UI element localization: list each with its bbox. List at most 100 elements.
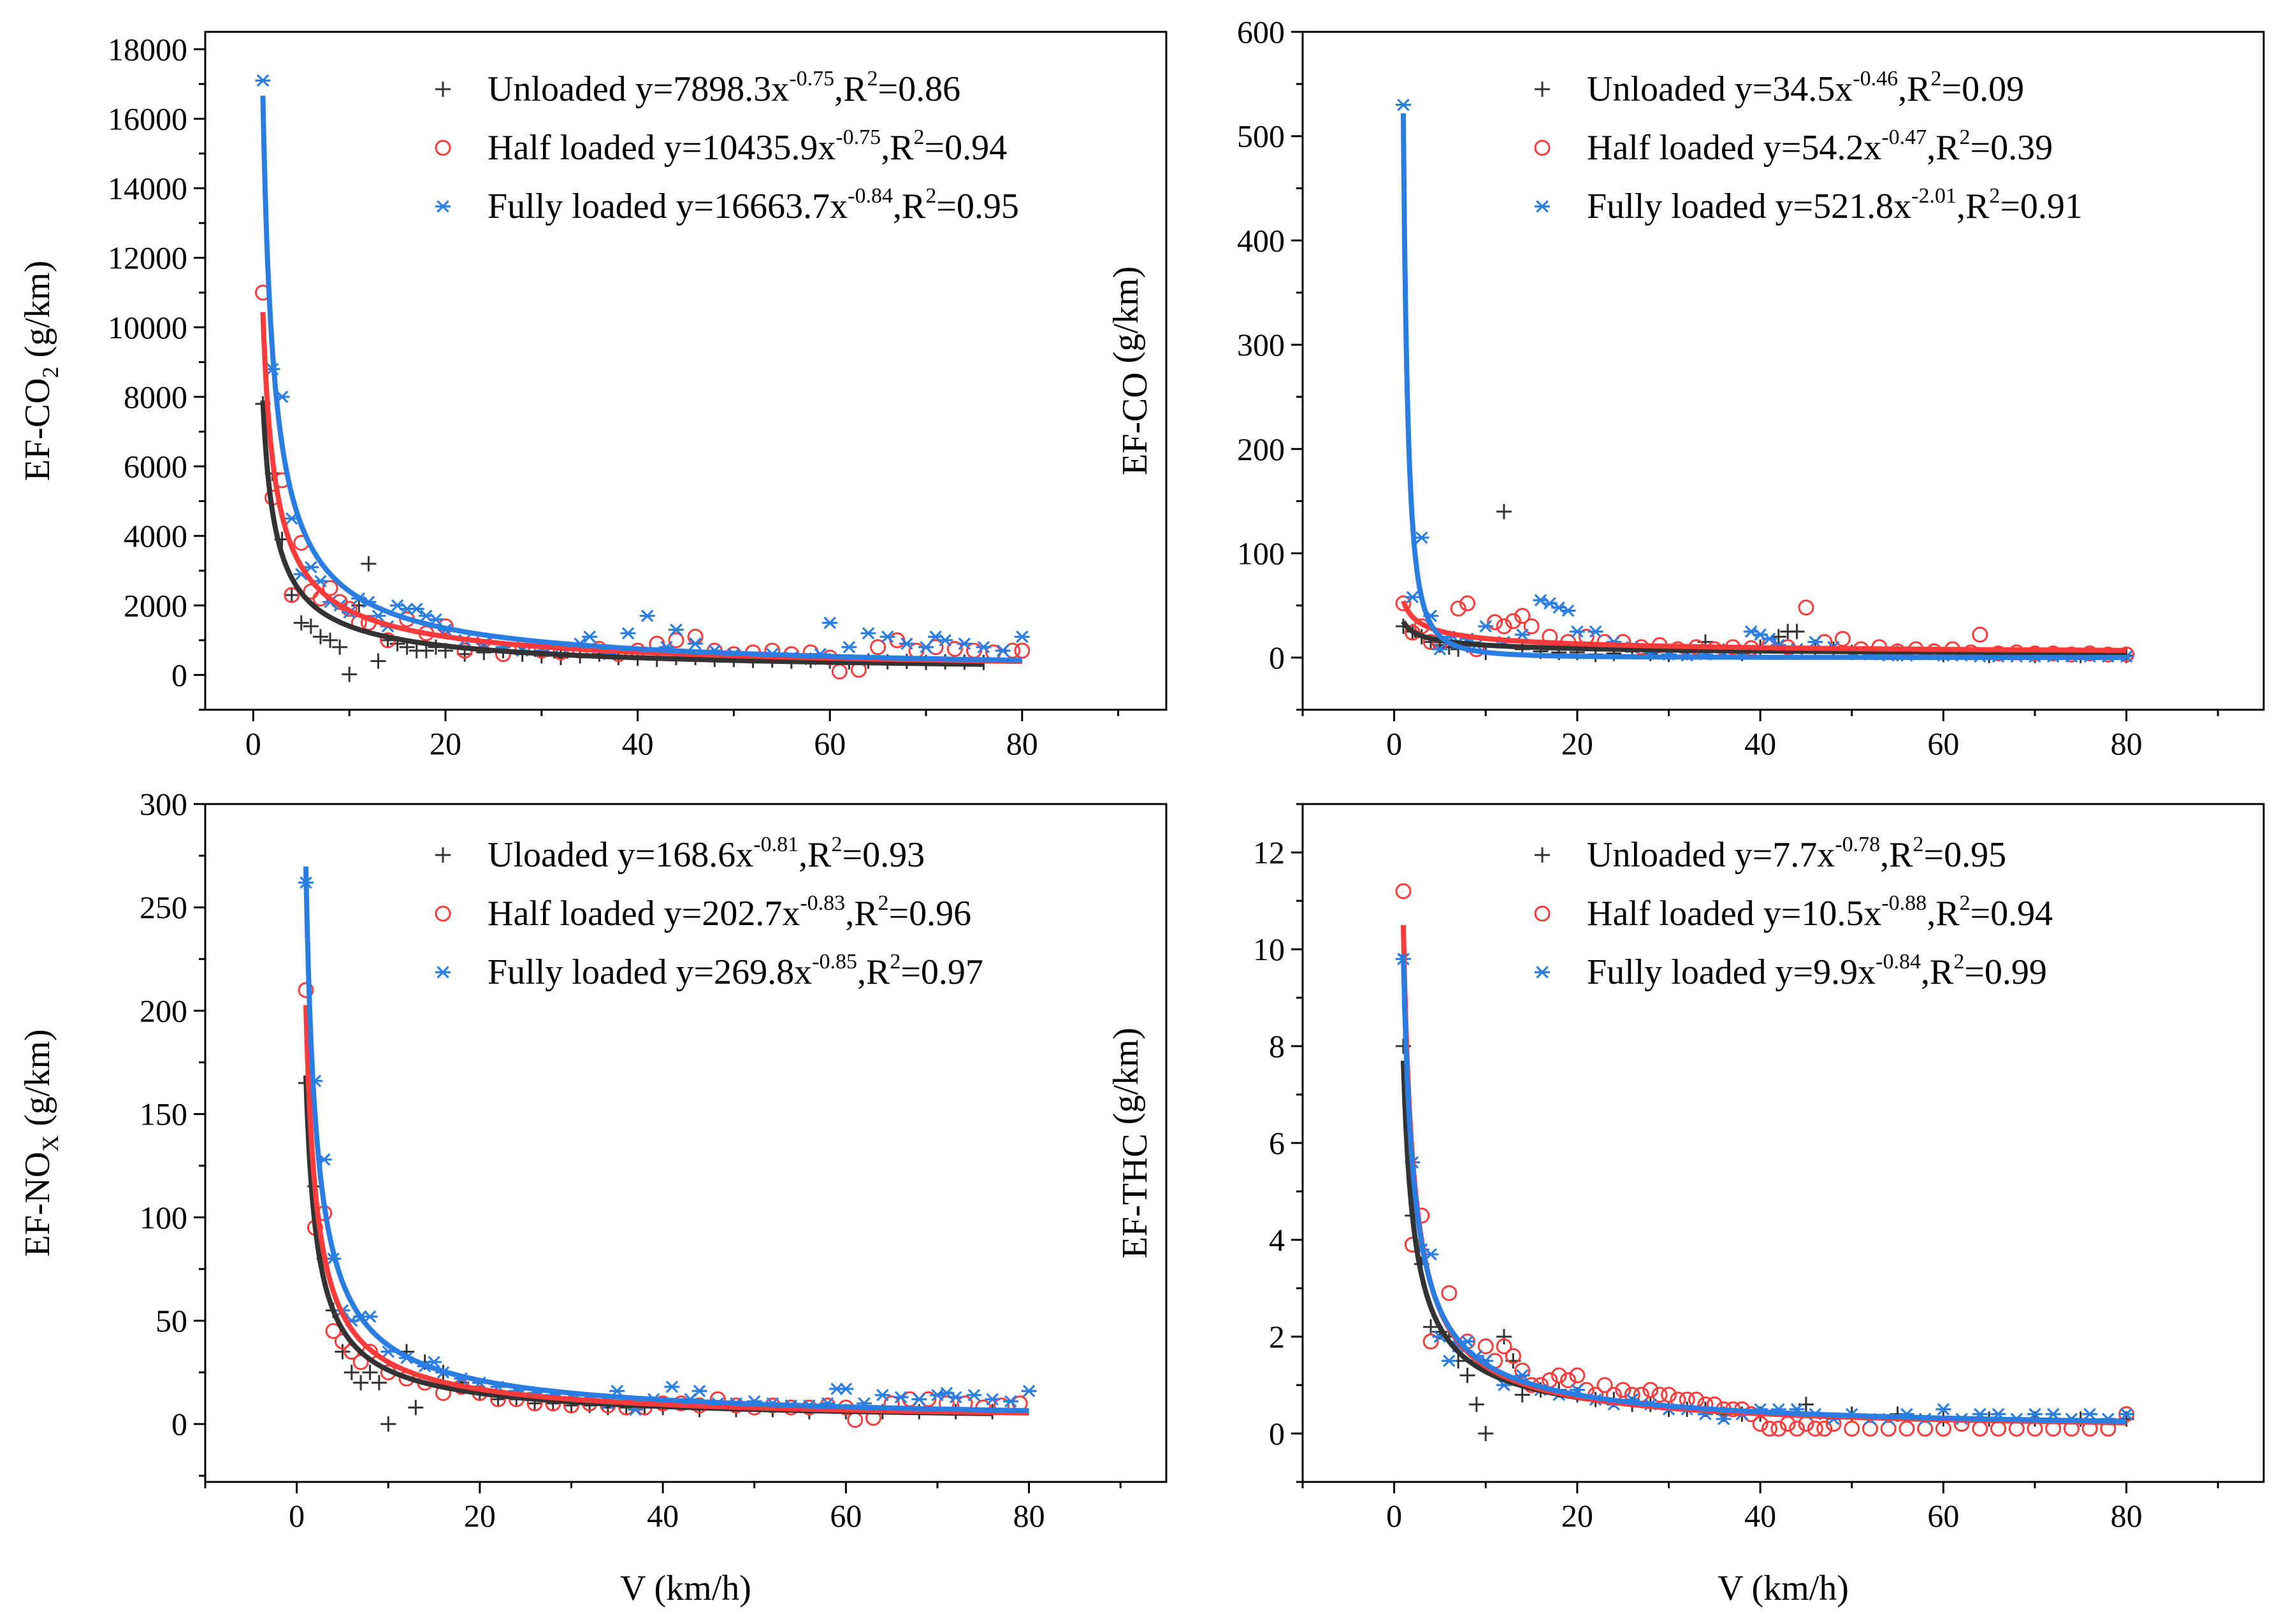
co2-unloaded-point bbox=[361, 556, 377, 571]
co2-legend-text-part: Fully loaded y=16663.7x bbox=[488, 187, 848, 226]
nox-ytick-label: 300 bbox=[140, 786, 187, 822]
thc-fully-point bbox=[2082, 1407, 2098, 1421]
co-xtick-label: 20 bbox=[1561, 726, 1593, 761]
thc-half-point bbox=[1551, 1367, 1567, 1384]
nox-legend-text-part: Uloaded y=168.6x bbox=[488, 835, 753, 875]
co-half-point bbox=[1505, 613, 1521, 629]
thc-half-point bbox=[1422, 1333, 1439, 1350]
nox-unloaded-point bbox=[362, 1365, 378, 1381]
thc-series-half bbox=[1395, 883, 2135, 1437]
co2-half-point bbox=[946, 641, 963, 658]
co-half-point bbox=[1798, 600, 1814, 616]
thc-half-point bbox=[1844, 1420, 1860, 1437]
co2-half-point bbox=[284, 587, 300, 603]
thc-legend-entry-half: Half loaded y=10.5x-0.88,R2=0.94 bbox=[1587, 891, 2053, 933]
thc-half-point bbox=[1596, 1377, 1613, 1393]
panel-co2-ylabel-sub: 2 bbox=[38, 366, 63, 378]
co-fit-curve-half bbox=[1401, 599, 2127, 653]
co2-unloaded-point bbox=[293, 615, 309, 631]
panel-thc-ylabel-main: EF-THC bbox=[1115, 1133, 1155, 1258]
nox-unloaded-point bbox=[353, 1375, 369, 1391]
co-legend-text-part: 2 bbox=[1960, 126, 1971, 149]
co2-unloaded-point bbox=[370, 653, 386, 669]
co-fully-point bbox=[1560, 604, 1576, 617]
nox-fit-curve-half bbox=[303, 1005, 1029, 1416]
nox-legend-text-part: 2 bbox=[878, 891, 889, 915]
co2-legend-text-part: Unloaded y=7898.3x bbox=[488, 69, 789, 109]
co-ytick-label: 400 bbox=[1237, 222, 1285, 258]
nox-ytick-label: 50 bbox=[156, 1303, 187, 1339]
thc-unloaded-point bbox=[1478, 1426, 1494, 1441]
co2-legend-marker-unloaded bbox=[435, 82, 451, 97]
co-half-point bbox=[1514, 608, 1531, 624]
thc-legend-text-part: Unloaded y=7.7x bbox=[1587, 835, 1835, 875]
co2-xtick-label: 0 bbox=[245, 726, 261, 761]
nox-unloaded-point bbox=[380, 1416, 396, 1432]
co2-legend-marker-half bbox=[435, 140, 451, 156]
panel-nox-xlabel: V (km/h) bbox=[620, 1569, 751, 1608]
co2-fit-curve-unloaded bbox=[260, 400, 984, 667]
co2-ytick-label: 18000 bbox=[108, 31, 187, 67]
nox-xtick-label: 80 bbox=[1013, 1498, 1045, 1534]
nox-legend-text-part: 2 bbox=[831, 833, 842, 856]
nox-fully-point bbox=[874, 1388, 890, 1402]
thc-fully-point bbox=[1935, 1403, 1951, 1416]
nox-fully-point bbox=[691, 1384, 707, 1398]
thc-legend-text-part: 2 bbox=[1960, 891, 1971, 915]
co2-fully-point bbox=[937, 634, 953, 647]
co2-legend-text-part: -0.84 bbox=[848, 184, 893, 208]
nox-fully-point bbox=[948, 1391, 964, 1404]
co-fully-point bbox=[1414, 531, 1429, 544]
thc-half-point bbox=[1770, 1420, 1787, 1437]
co2-fully-point bbox=[995, 644, 1011, 658]
panel-co-ylabel-main: EF-CO bbox=[1115, 372, 1155, 475]
nox-xtick-label: 0 bbox=[289, 1498, 305, 1534]
nox-fully-point bbox=[838, 1383, 854, 1395]
co2-half-point bbox=[322, 580, 338, 596]
nox-legend-text-part: -0.81 bbox=[753, 833, 799, 856]
co2-fully-point bbox=[957, 637, 973, 650]
co2-ytick-label: 14000 bbox=[108, 171, 187, 206]
thc-fit-curve-fully bbox=[1401, 954, 2127, 1424]
co-half-point bbox=[1834, 631, 1851, 647]
co-unloaded-point bbox=[1789, 624, 1805, 640]
co-legend-text-part: Fully loaded y=521.8x bbox=[1587, 187, 1911, 226]
panel-co2-ylabel-unit: (g/km) bbox=[18, 261, 57, 366]
nox-legend-marker-unloaded bbox=[435, 847, 451, 863]
panel-co2-ylabel-main: EF-CO bbox=[18, 378, 57, 481]
nox-fully-point bbox=[911, 1393, 927, 1406]
panel-co: 0 20 40 60 80 0 100 200 300 400 500 600 Unloaded y=3… bbox=[1106, 14, 2265, 761]
co2-legend-text-part: =0.86 bbox=[878, 69, 960, 109]
co2-ytick-label: 0 bbox=[171, 657, 187, 693]
co2-ytick-label: 16000 bbox=[108, 101, 187, 136]
co2-fully-point bbox=[582, 630, 598, 643]
co-half-point bbox=[1523, 618, 1540, 635]
co2-plot-frame bbox=[204, 31, 1168, 711]
co2-fully-point bbox=[918, 641, 934, 654]
co-fit-curve-fully bbox=[1401, 113, 2127, 660]
co-xtick-label: 40 bbox=[1744, 726, 1776, 761]
co2-legend-entry-fully: Fully loaded y=16663.7x-0.84,R2=0.95 bbox=[488, 184, 1019, 226]
co2-ytick-label: 8000 bbox=[124, 379, 187, 415]
co2-fully-point bbox=[841, 641, 857, 654]
co-fully-point bbox=[1395, 98, 1411, 111]
thc-half-point bbox=[1505, 1347, 1521, 1364]
thc-legend-text-part: -0.78 bbox=[1835, 833, 1880, 856]
thc-legend-text-part: Half loaded y=10.5x bbox=[1587, 894, 1881, 933]
co-ytick-label: 300 bbox=[1237, 327, 1285, 363]
thc-half-point bbox=[1651, 1386, 1668, 1403]
co2-fully-point bbox=[879, 630, 895, 643]
co-legend-text-part: 2 bbox=[1930, 67, 1941, 90]
thc-legend-text-part: ,R bbox=[1927, 894, 1960, 933]
co-series-group bbox=[1395, 98, 2135, 663]
panel-thc-ylabel-unit: (g/km) bbox=[1106, 1028, 1146, 1133]
nox-fully-point bbox=[664, 1381, 680, 1393]
co2-legend-text-part: Half loaded y=10435.9x bbox=[488, 128, 836, 168]
co2-series-group bbox=[254, 74, 1031, 682]
nox-legend-text-part: -0.83 bbox=[800, 891, 845, 915]
co2-legend-text-part: =0.95 bbox=[936, 187, 1019, 226]
co2-legend-marker-fully bbox=[435, 200, 451, 213]
thc-half-point bbox=[1477, 1338, 1494, 1355]
co-legend-entry-fully: Fully loaded y=521.8x-2.01,R2=0.91 bbox=[1587, 184, 2083, 226]
